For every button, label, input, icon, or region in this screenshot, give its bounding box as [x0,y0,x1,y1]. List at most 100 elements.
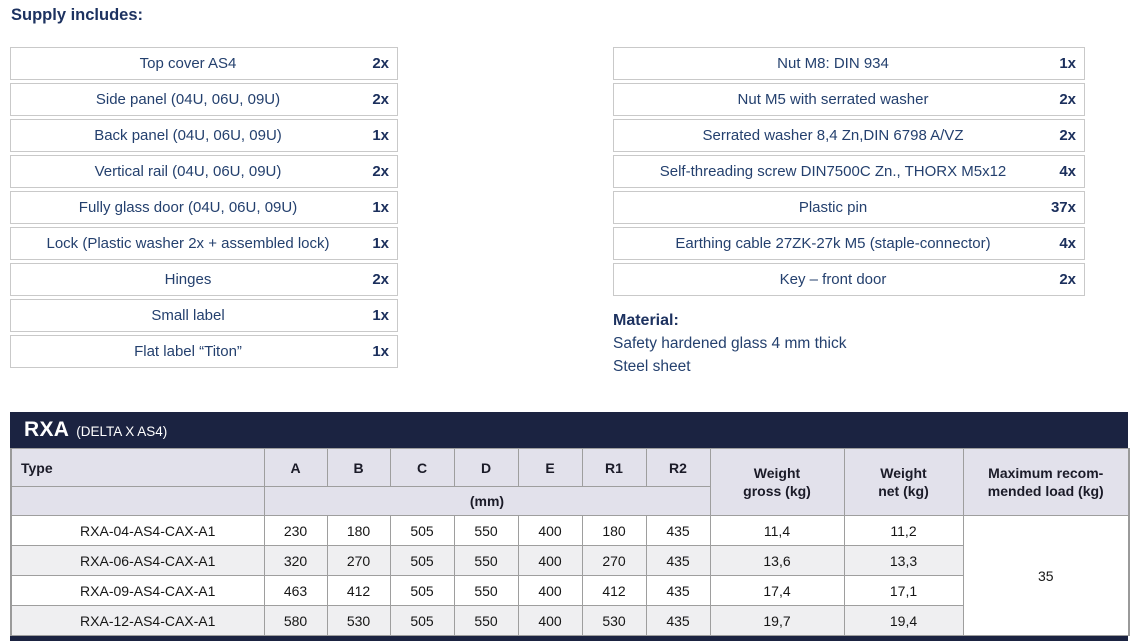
cell-dim-r2: 435 [645,515,711,546]
dim-column-header: D [453,448,519,487]
cell-weight-net: 17,1 [843,575,964,606]
cell-type: RXA-04-AS4-CAX-A1 [10,515,265,546]
cell-dim-r1: 530 [581,605,647,636]
spec-table-bottom-bar [10,636,1128,641]
supply-item-label: Serrated washer 8,4 Zn,DIN 6798 A/VZ [702,127,964,144]
weight-net-label-line1: Weight [880,465,927,481]
material-line-2: Steel sheet [613,358,691,375]
supply-row: Small label 1x [10,299,398,332]
dim-column-header: B [326,448,391,487]
cell-dim-r1: 180 [581,515,647,546]
supply-includes-heading: Supply includes: [11,6,144,24]
cell-dim-e: 400 [517,575,583,606]
supply-item-label: Small label [151,307,225,324]
supply-item-label: Flat label “Titon” [134,343,242,360]
cell-type: RXA-12-AS4-CAX-A1 [10,605,265,636]
cell-dim-r2: 435 [645,605,711,636]
max-load-label-line1: Maximum recom- [988,465,1104,481]
supply-item-quantity: 1x [372,127,389,144]
supply-item-quantity: 1x [372,235,389,252]
material-heading: Material: [613,312,679,329]
supply-item-label: Self-threading screw DIN7500C Zn., THORX… [659,163,1007,180]
cell-dim-d: 550 [453,545,519,576]
supply-row: Key – front door 2x [613,263,1085,296]
cell-dim-b: 530 [326,605,391,636]
cell-dim-a: 320 [263,545,328,576]
cell-dim-e: 400 [517,545,583,576]
supply-item-label: Lock (Plastic washer 2x + assembled lock… [46,235,330,252]
supply-row: Earthing cable 27ZK-27k M5 (staple-conne… [613,227,1085,260]
spec-data-row: RXA-06-AS4-CAX-A1 320 270 505 550 400 27… [10,545,1129,576]
cell-weight-gross: 19,7 [709,605,845,636]
supply-item-label: Fully glass door (04U, 06U, 09U) [78,199,298,216]
cell-weight-net: 13,3 [843,545,964,576]
cell-dim-a: 463 [263,575,328,606]
supply-list-right: Nut M8: DIN 934 1x Nut M5 with serrated … [613,47,1085,299]
supply-row: Fully glass door (04U, 06U, 09U) 1x [10,191,398,224]
supply-row: Plastic pin 37x [613,191,1085,224]
supply-item-label: Key – front door [779,271,887,288]
supply-row: Top cover AS4 2x [10,47,398,80]
cell-dim-d: 550 [453,575,519,606]
spec-table-section: RXA (DELTA X AS4) Type A B C D E R1 R2 Weight … [10,412,1130,641]
dim-column-header: R2 [645,448,711,487]
cell-weight-gross: 11,4 [709,515,845,546]
supply-item-quantity: 1x [372,199,389,216]
cell-dim-c: 505 [389,515,455,546]
cell-dim-r2: 435 [645,575,711,606]
cell-weight-net: 19,4 [843,605,964,636]
cell-dim-c: 505 [389,575,455,606]
material-section: Material: Safety hardened glass 4 mm thi… [613,309,846,378]
material-line-1: Safety hardened glass 4 mm thick [613,335,847,352]
weight-gross-column-header: Weight gross (kg) [709,448,845,516]
supply-row: Serrated washer 8,4 Zn,DIN 6798 A/VZ 2x [613,119,1085,152]
dim-column-header: A [263,448,328,487]
cell-dim-b: 180 [326,515,391,546]
cell-weight-gross: 13,6 [709,545,845,576]
supply-row: Self-threading screw DIN7500C Zn., THORX… [613,155,1085,188]
cell-type: RXA-09-AS4-CAX-A1 [10,575,265,606]
supply-item-quantity: 1x [372,343,389,360]
cell-dim-b: 270 [326,545,391,576]
supply-item-label: Side panel (04U, 06U, 09U) [95,91,281,108]
supply-row: Vertical rail (04U, 06U, 09U) 2x [10,155,398,188]
dim-column-header: R1 [581,448,647,487]
spec-table-subtitle: (DELTA X AS4) [76,423,168,439]
supply-row: Lock (Plastic washer 2x + assembled lock… [10,227,398,260]
supply-item-label: Top cover AS4 [139,55,237,72]
supply-row: Hinges 2x [10,263,398,296]
cell-dim-r1: 270 [581,545,647,576]
cell-dim-c: 505 [389,605,455,636]
cell-dim-a: 580 [263,605,328,636]
dim-column-header: C [389,448,455,487]
spec-data-row: RXA-09-AS4-CAX-A1 463 412 505 550 400 41… [10,575,1129,606]
supply-item-quantity: 1x [372,307,389,324]
spec-table-titlebar: RXA (DELTA X AS4) [10,412,1128,448]
spec-header-row: Type A B C D E R1 R2 Weight gross (kg) Weight … [10,448,1130,516]
unit-label: (mm) [263,486,711,516]
supply-item-quantity: 2x [1059,91,1076,108]
supply-item-label: Earthing cable 27ZK-27k M5 (staple-conne… [675,235,991,252]
cell-max-load: 35 [962,515,1130,636]
spec-table-title: RXA [24,418,70,441]
cell-dim-c: 505 [389,545,455,576]
supply-item-quantity: 2x [372,91,389,108]
spec-data-row: RXA-12-AS4-CAX-A1 580 530 505 550 400 53… [10,605,1129,636]
supply-item-label: Nut M5 with serrated washer [737,91,929,108]
supply-item-quantity: 2x [372,55,389,72]
cell-type: RXA-06-AS4-CAX-A1 [10,545,265,576]
type-header-spacer [10,486,265,516]
weight-net-column-header: Weight net (kg) [843,448,964,516]
weight-gross-label-line2: gross (kg) [743,483,811,499]
supply-item-label: Hinges [164,271,212,288]
supply-row: Side panel (04U, 06U, 09U) 2x [10,83,398,116]
dim-column-header: E [517,448,583,487]
supply-row: Flat label “Titon” 1x [10,335,398,368]
supply-row: Nut M8: DIN 934 1x [613,47,1085,80]
supply-item-quantity: 4x [1059,163,1076,180]
cell-weight-gross: 17,4 [709,575,845,606]
cell-dim-a: 230 [263,515,328,546]
supply-item-label: Vertical rail (04U, 06U, 09U) [94,163,282,180]
supply-item-quantity: 2x [372,163,389,180]
cell-dim-r1: 412 [581,575,647,606]
